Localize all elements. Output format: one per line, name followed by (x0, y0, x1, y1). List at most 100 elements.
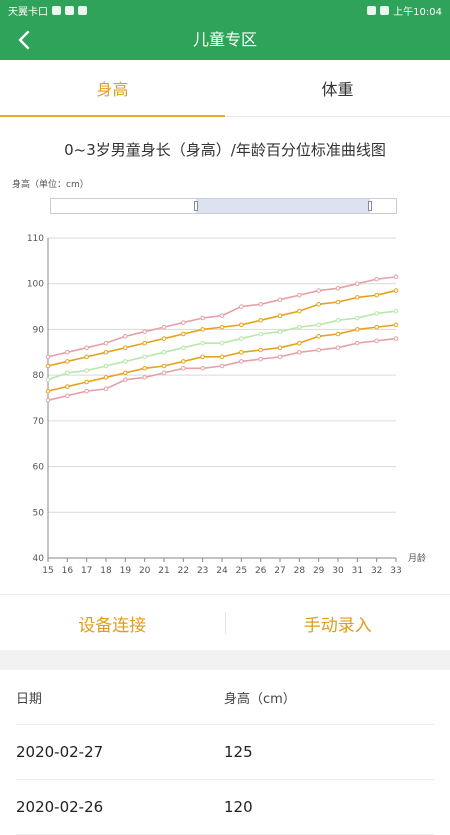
series-point (259, 302, 263, 306)
series-point (162, 337, 166, 341)
data-zoom-left-handle[interactable] (194, 201, 198, 211)
series-point (394, 289, 398, 293)
series-point (336, 286, 340, 290)
series-point (278, 298, 282, 302)
y-tick-label: 60 (33, 463, 45, 473)
series-point (317, 348, 321, 352)
series-point (104, 376, 108, 380)
series-point (143, 341, 147, 345)
manual-entry-button[interactable]: 手动录入 (226, 611, 450, 636)
status-time: 上午10:04 (393, 3, 442, 18)
series-point (104, 341, 108, 345)
series-point (220, 364, 224, 368)
tab-height[interactable]: 身高 (0, 60, 225, 116)
x-axis-label: 月龄 (408, 552, 426, 564)
series-point (124, 334, 128, 338)
series-line-5 (48, 339, 396, 401)
series-point (375, 277, 379, 281)
series-point (394, 275, 398, 279)
y-tick-label: 50 (33, 508, 45, 518)
series-point (356, 282, 360, 286)
column-height: 身高（cm） (224, 688, 296, 707)
tab-weight[interactable]: 体重 (225, 60, 450, 116)
series-point (46, 398, 50, 402)
x-tick-label: 19 (120, 566, 132, 576)
series-point (220, 355, 224, 359)
status-bar: 天翼卡口 上午10:04 (0, 0, 450, 20)
series-point (104, 387, 108, 391)
series-point (46, 364, 50, 368)
x-tick-label: 25 (236, 566, 247, 576)
x-tick-label: 33 (390, 566, 401, 576)
x-tick-label: 17 (81, 566, 92, 576)
app-notification-icon (78, 6, 87, 15)
series-point (182, 321, 186, 325)
series-point (317, 323, 321, 327)
series-point (220, 325, 224, 329)
series-point (375, 293, 379, 297)
series-point (220, 341, 224, 345)
x-tick-label: 30 (332, 566, 344, 576)
data-zoom-right-handle[interactable] (368, 201, 372, 211)
row-height: 125 (224, 743, 253, 761)
series-point (240, 360, 244, 364)
series-point (220, 314, 224, 318)
battery-icon (380, 6, 389, 15)
series-point (317, 289, 321, 293)
table-row[interactable]: 2020-02-27 125 (16, 725, 434, 780)
data-zoom-slider[interactable] (50, 198, 397, 214)
tab-bar: 身高 体重 (0, 60, 450, 117)
y-tick-label: 40 (33, 554, 45, 564)
x-tick-label: 27 (274, 566, 285, 576)
y-tick-label: 90 (33, 325, 45, 335)
x-tick-label: 22 (178, 566, 189, 576)
series-point (240, 337, 244, 341)
series-point (201, 355, 205, 359)
series-point (317, 334, 321, 338)
series-point (240, 305, 244, 309)
page-title: 儿童专区 (0, 20, 450, 60)
series-point (259, 357, 263, 361)
series-point (124, 360, 128, 364)
series-point (201, 328, 205, 332)
series-point (66, 371, 70, 375)
series-point (124, 346, 128, 350)
series-point (278, 346, 282, 350)
device-connect-button[interactable]: 设备连接 (0, 611, 225, 636)
x-tick-label: 18 (100, 566, 112, 576)
series-point (336, 300, 340, 304)
series-point (66, 360, 70, 364)
series-point (85, 369, 89, 373)
section-separator (0, 650, 450, 670)
series-point (259, 332, 263, 336)
series-point (394, 337, 398, 341)
series-point (298, 293, 302, 297)
series-point (182, 366, 186, 370)
column-date: 日期 (16, 688, 224, 707)
series-point (104, 350, 108, 354)
data-zoom-selection[interactable] (196, 199, 370, 213)
status-right: 上午10:04 (367, 3, 442, 18)
series-point (162, 350, 166, 354)
series-point (201, 316, 205, 320)
series-point (298, 309, 302, 313)
table-header: 日期 身高（cm） (16, 670, 434, 725)
records-table: 日期 身高（cm） 2020-02-27 125 2020-02-26 120 (0, 670, 450, 835)
series-point (143, 366, 147, 370)
series-point (240, 323, 244, 327)
series-point (104, 364, 108, 368)
y-tick-label: 80 (33, 371, 45, 381)
series-point (336, 318, 340, 322)
series-point (278, 355, 282, 359)
row-date: 2020-02-27 (16, 743, 224, 761)
series-point (240, 350, 244, 354)
series-point (124, 378, 128, 382)
app-header: 儿童专区 (0, 20, 450, 60)
series-point (66, 394, 70, 398)
series-point (182, 346, 186, 350)
series-point (124, 371, 128, 375)
series-point (375, 325, 379, 329)
table-row[interactable]: 2020-02-26 120 (16, 780, 434, 835)
series-point (182, 360, 186, 364)
